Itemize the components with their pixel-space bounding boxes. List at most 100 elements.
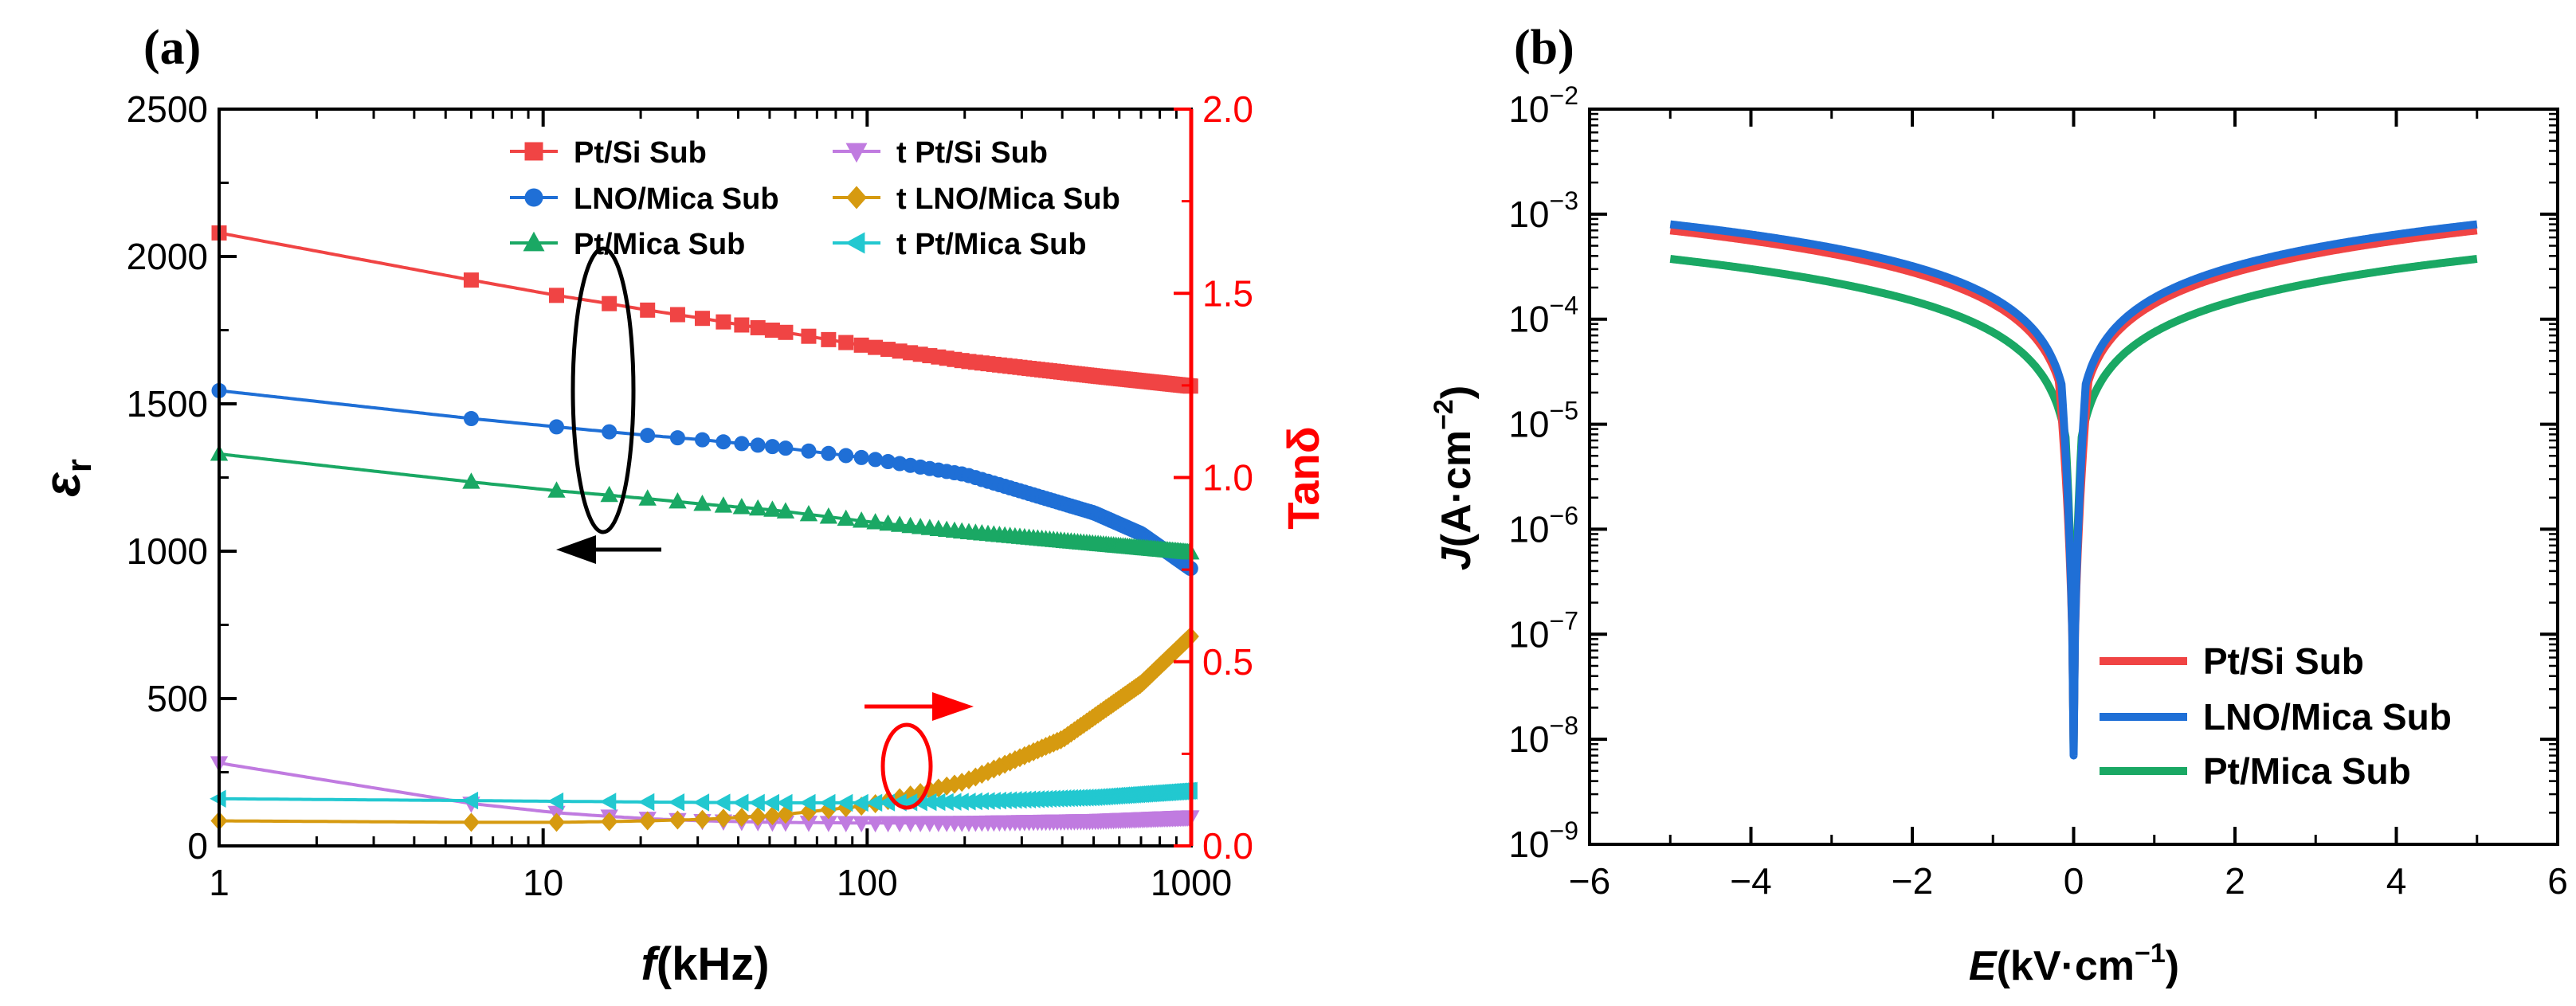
panel-b-x-axis-label: E(kV·cm−1): [1969, 938, 2179, 989]
data-point: [732, 793, 749, 812]
data-point: [669, 430, 685, 446]
data-point: [732, 498, 751, 515]
panel-b-label: (b): [1514, 21, 1574, 75]
panel-b-legend: Pt/Si Sub LNO/Mica Sub Pt/Mica Sub: [2100, 640, 2452, 792]
panel-b-x-label-close: ): [2166, 943, 2179, 989]
panel-b-x-label-rest: (kV·cm: [1997, 943, 2135, 989]
data-point: [669, 810, 686, 830]
data-point: [778, 324, 794, 340]
panel-b-x-label-sup: −1: [2135, 938, 2166, 969]
data-point: [853, 449, 869, 465]
panel-a-x-label-rest: (kHz): [657, 938, 770, 990]
panel-b-y-label-sup: −2: [1429, 399, 1459, 430]
data-point: [799, 504, 818, 522]
data-point: [879, 514, 897, 531]
data-point: [852, 511, 871, 528]
y-tick-label: 10−8: [1508, 711, 1578, 760]
y-tick-label: 10−7: [1508, 606, 1578, 655]
data-point: [547, 812, 566, 832]
y-tick-label: 0: [187, 825, 208, 867]
data-point: [866, 513, 884, 530]
y-tick-base: 10: [1508, 194, 1549, 235]
data-point: [716, 314, 731, 330]
y-tick-label: 1000: [127, 530, 208, 572]
y2-tick-label: 0.0: [1202, 825, 1253, 867]
y2-tick-label: 1.0: [1202, 457, 1253, 499]
data-point: [734, 317, 750, 333]
y-tick-exponent: −6: [1550, 501, 1578, 530]
legend-label: t Pt/Mica Sub: [896, 228, 1087, 261]
data-point: [853, 337, 869, 353]
data-point: [821, 331, 837, 347]
data-point: [637, 793, 655, 812]
data-point: [599, 793, 617, 811]
legend-entry-t-lno-mica-sub: t LNO/Mica Sub: [833, 182, 1120, 216]
panel-b-y-ticks: 10−910−810−710−610−510−410−310−2: [1508, 81, 2558, 865]
data-point: [694, 311, 710, 327]
right-arrow-icon: [932, 692, 974, 721]
data-point: [693, 809, 712, 829]
y-tick-label: 500: [147, 678, 208, 719]
left-arrow-icon: [556, 535, 596, 564]
data-point: [640, 428, 656, 444]
legend-marker-icon: [846, 186, 867, 209]
y-tick-base: 10: [1508, 508, 1549, 550]
y-tick-base: 10: [1508, 299, 1549, 340]
y2-tick-label: 2.0: [1202, 88, 1253, 130]
y-tick-base: 10: [1508, 88, 1549, 130]
panel-b-x-ticks: −6 −4 −2 0 2 4 6: [1569, 109, 2568, 902]
x-tick-label: −2: [1892, 860, 1933, 902]
data-point: [868, 339, 884, 355]
data-point: [852, 816, 871, 833]
y2-tick-label: 1.5: [1202, 272, 1253, 314]
series-line-lno-mica-sub: [1667, 220, 2480, 760]
x-tick-label: 1: [209, 862, 229, 903]
data-point: [764, 323, 780, 338]
legend-marker-icon: [524, 188, 543, 207]
legend-label: Pt/Mica Sub: [574, 228, 745, 261]
data-point: [749, 807, 767, 827]
y-tick-label: 10−4: [1508, 292, 1578, 340]
data-point: [868, 452, 884, 468]
legend-label: t LNO/Mica Sub: [896, 182, 1120, 216]
data-point: [748, 499, 767, 516]
legend-label: Pt/Mica Sub: [2203, 750, 2411, 792]
series-pt-si-sub: [211, 225, 1198, 394]
data-point: [601, 812, 618, 832]
series-pt-mica-sub: [210, 444, 1200, 560]
legend-marker-icon: [524, 142, 543, 161]
data-point: [763, 500, 782, 517]
data-point: [640, 302, 656, 318]
legend-entry-lno-mica-sub: LNO/Mica Sub: [510, 182, 779, 216]
y-tick-exponent: −7: [1550, 606, 1578, 635]
data-point: [602, 424, 618, 440]
x-tick-label: 2: [2225, 860, 2245, 902]
panel-a-annotations: [556, 246, 974, 810]
x-tick-label: −6: [1569, 860, 1610, 902]
data-point: [750, 437, 766, 453]
data-point: [602, 296, 618, 311]
data-point: [716, 434, 731, 450]
data-point: [801, 328, 817, 344]
data-point: [838, 448, 854, 464]
data-point: [669, 307, 685, 323]
data-point: [547, 792, 564, 811]
panel-b-y-axis-label: J(A·cm−2): [1429, 386, 1480, 570]
panel-a-series-group: [210, 225, 1200, 833]
y-tick-base: 10: [1508, 718, 1549, 760]
panel-b-y-label-close: ): [1433, 386, 1480, 399]
legend-entry-t-pt-si-sub: t Pt/Si Sub: [833, 136, 1048, 170]
y-tick-label: 10−2: [1508, 81, 1578, 130]
data-point: [890, 816, 909, 833]
legend-entry-t-pt-mica-sub: t Pt/Mica Sub: [833, 228, 1087, 261]
data-point: [714, 496, 733, 513]
data-point: [600, 485, 618, 503]
x-tick-label: 10: [523, 862, 563, 903]
panel-a-y2-ticks: 0.0 0.5 1.0 1.5 2.0: [1174, 88, 1253, 867]
data-point: [548, 288, 564, 303]
data-point: [819, 793, 836, 812]
data-point: [733, 808, 751, 828]
data-point: [776, 793, 793, 812]
data-point: [693, 494, 712, 511]
